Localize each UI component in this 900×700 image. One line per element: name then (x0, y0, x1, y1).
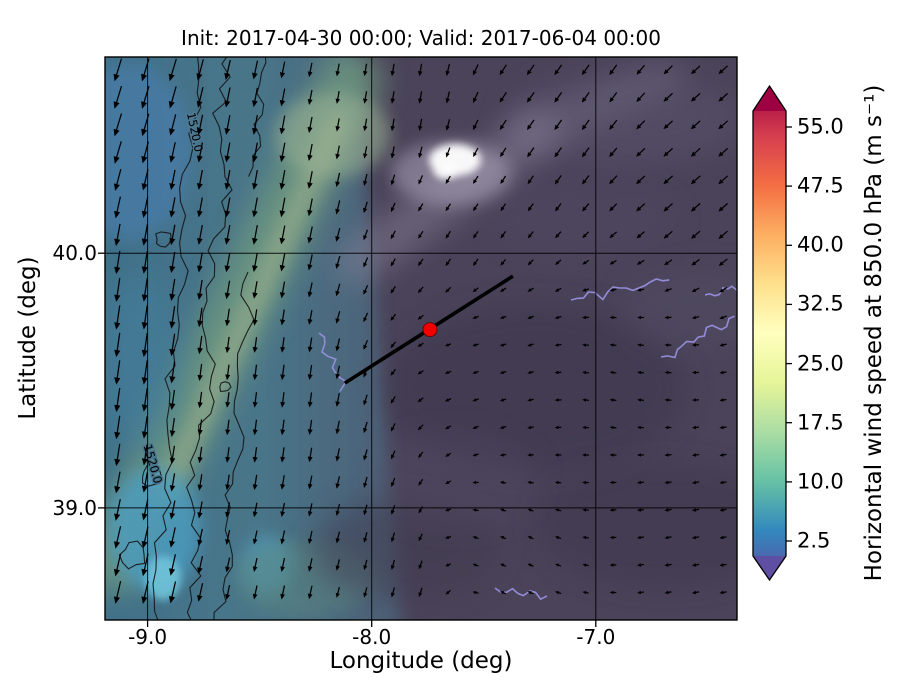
plot-frame (104, 56, 738, 621)
grid-lines (105, 57, 737, 620)
wind-speed-field (105, 57, 737, 620)
x-axis-label: Longitude (deg) (329, 648, 513, 674)
y-axis-label: Latitude (deg) (15, 256, 41, 420)
colorbar (752, 84, 792, 582)
colorbar-extend-max (753, 86, 786, 111)
colorbar-extend-min (753, 556, 786, 580)
location-marker (422, 322, 438, 338)
wind-arrows (113, 58, 729, 604)
colorbar-label: Horizontal wind speed at 850.0 hPa (m s⁻… (861, 84, 887, 582)
plot-title: Init: 2017-04-30 00:00; Valid: 2017-06-0… (181, 26, 661, 50)
